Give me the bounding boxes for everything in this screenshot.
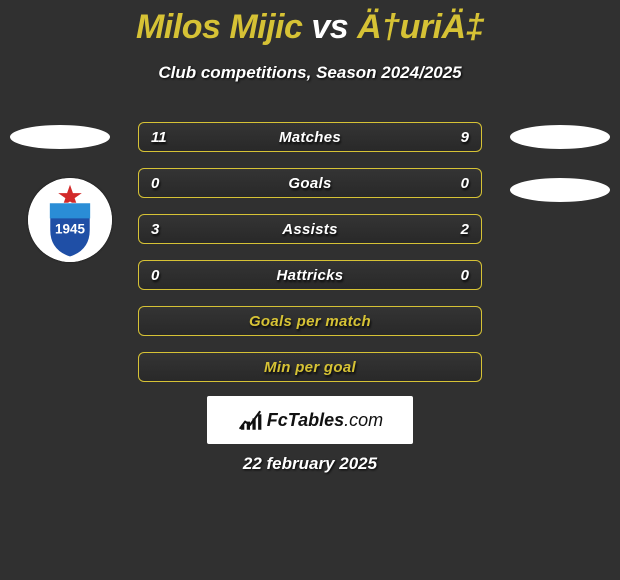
stat-value-right: 9 xyxy=(461,123,469,151)
stat-label: Hattricks xyxy=(277,267,344,284)
stat-label: Assists xyxy=(282,221,337,238)
date-text: 22 february 2025 xyxy=(0,454,620,474)
stat-label: Goals xyxy=(288,175,331,192)
stat-label: Matches xyxy=(279,129,341,146)
stat-value-left: 0 xyxy=(151,169,159,197)
stat-label: Min per goal xyxy=(264,359,356,376)
stat-value-right: 0 xyxy=(461,169,469,197)
player2-name: Ä†uriÄ‡ xyxy=(357,8,484,46)
stat-row: 0 Goals 0 xyxy=(138,168,482,198)
stat-row: Goals per match xyxy=(138,306,482,336)
logo-domain: .com xyxy=(344,410,383,430)
logo-text: FcTables.com xyxy=(267,410,383,431)
fctables-logo: FcTables.com xyxy=(207,396,413,444)
decorative-oval-right-2 xyxy=(510,178,610,202)
svg-text:1945: 1945 xyxy=(55,221,85,236)
page-title: Milos Mijic vs Ä†uriÄ‡ xyxy=(0,0,620,47)
decorative-oval-left xyxy=(10,125,110,149)
stat-value-right: 0 xyxy=(461,261,469,289)
logo-brand: FcTables xyxy=(267,410,344,430)
subtitle: Club competitions, Season 2024/2025 xyxy=(0,63,620,83)
stat-row: Min per goal xyxy=(138,352,482,382)
stat-value-left: 11 xyxy=(151,123,167,151)
stat-value-right: 2 xyxy=(461,215,469,243)
stat-row: 3 Assists 2 xyxy=(138,214,482,244)
chart-icon xyxy=(237,407,263,433)
club-badge: 1945 xyxy=(28,178,112,262)
stat-value-left: 3 xyxy=(151,215,159,243)
stat-value-left: 0 xyxy=(151,261,159,289)
stat-label: Goals per match xyxy=(249,313,371,330)
decorative-oval-right xyxy=(510,125,610,149)
spartak-icon: 1945 xyxy=(28,178,112,262)
stats-table: 11 Matches 9 0 Goals 0 3 Assists 2 0 Hattricks 0 Goa… xyxy=(138,122,482,398)
stat-row: 0 Hattricks 0 xyxy=(138,260,482,290)
player1-name: Milos Mijic xyxy=(136,8,302,46)
stat-row: 11 Matches 9 xyxy=(138,122,482,152)
vs-text: vs xyxy=(311,8,348,46)
